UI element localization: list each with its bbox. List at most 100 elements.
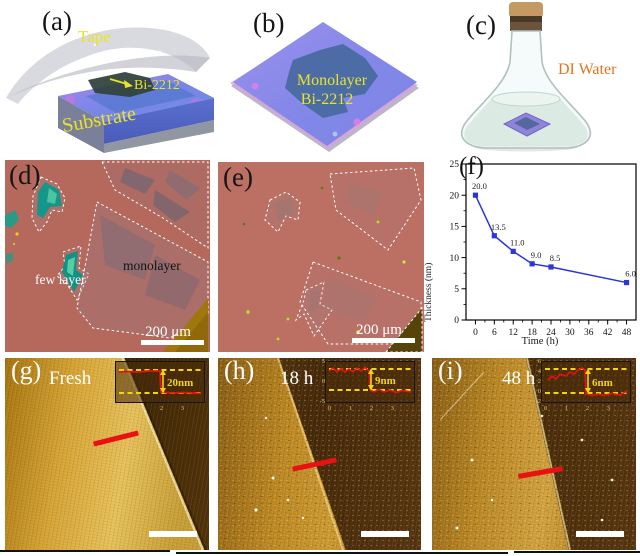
water-surface: [491, 91, 561, 107]
tick-label: 3: [180, 404, 184, 412]
debris-speck: [12, 242, 16, 246]
step-edge-highlight: [277, 358, 344, 550]
height-profile-curve: [547, 367, 628, 397]
plot-frame: [465, 163, 637, 321]
tape-sheet-lower: [6, 55, 210, 98]
x-tick-label: 6: [492, 328, 497, 338]
glow-spot: [353, 118, 361, 126]
monolayer-patch: [153, 190, 190, 222]
data-point-label: 6.0: [625, 269, 636, 279]
panel-b-monolayer-schematic: Monolayer Bi-2212 (b): [215, 0, 430, 153]
tick-label: 0: [321, 377, 325, 385]
tick-label: 1: [138, 404, 143, 412]
cork-band: [510, 22, 542, 31]
scale-bar-text: 200 μm: [356, 322, 402, 338]
tick-label: 0: [118, 404, 122, 412]
tick-label: -5: [319, 397, 325, 405]
faded-flake-outline: [264, 191, 301, 233]
monolayer-annotation: monolayer: [123, 258, 181, 273]
flake-label-line1: Monolayer: [297, 72, 368, 89]
panel-label-b: (b): [253, 8, 285, 38]
data-point-marker: [548, 264, 554, 270]
immersed-sample-flake: [514, 117, 540, 130]
panel-label-e: (e): [223, 162, 253, 192]
monolayer-patch: [100, 215, 155, 280]
scale-bar-text: 200 μm: [145, 324, 191, 340]
glass-highlight: [472, 49, 502, 109]
white-speck: [271, 476, 275, 480]
afm-overlay: [254, 358, 344, 550]
optical-background: [218, 162, 424, 352]
cork-band-dark: [510, 16, 542, 22]
inset-y-ticks: 6 4 2 0 -2: [531, 358, 541, 405]
bottom-rule-left: [0, 550, 170, 552]
arrowhead-up: [368, 368, 374, 374]
x-tick-label: 24: [546, 328, 556, 338]
x-tick-label: 30: [565, 328, 575, 338]
step-edge-highlight: [526, 358, 571, 550]
optical-micrograph-aged: 200 μm: [218, 162, 424, 352]
cork-stopper: [509, 2, 543, 18]
panel-label-h: (h): [224, 358, 255, 385]
tick-label: 10: [108, 358, 116, 365]
x-tick-label: 18: [527, 328, 537, 338]
tick-label: 4: [537, 367, 541, 375]
tape-label: Tape: [78, 27, 111, 46]
data-point-label: 9.0: [531, 250, 542, 260]
monolayer-outline: [329, 167, 422, 251]
glow-spot: [332, 131, 338, 137]
tick-label: 2: [585, 404, 590, 412]
tick-label: 3: [390, 404, 394, 412]
white-speck: [540, 414, 544, 418]
arrowhead-up: [585, 368, 591, 374]
speck: [246, 310, 250, 314]
bi2212-flake: [88, 72, 155, 97]
tick-label: -10: [106, 397, 115, 405]
white-speck: [254, 508, 258, 512]
sparkle: [58, 68, 62, 72]
height-profile-curve: [118, 370, 202, 395]
tick-label: 0: [111, 377, 115, 385]
afm-overlay: [439, 358, 614, 550]
panel-c-flask-schematic: DI Water (c): [430, 0, 640, 153]
x-tick-label: 36: [584, 328, 594, 338]
arrowhead-up: [160, 369, 166, 375]
sparkle: [93, 43, 97, 47]
few-layer-highlight: [47, 188, 57, 204]
tape-sheet-upper: [6, 27, 210, 104]
white-speck: [490, 498, 494, 502]
inset-y-ticks: 5 0 -5: [315, 358, 325, 405]
panel-label-f: (f): [459, 153, 484, 180]
data-point-label: 13.5: [491, 222, 506, 232]
tick-label: 1: [348, 404, 353, 412]
arrowhead-down: [368, 385, 374, 391]
flake-label-line2: Bi-2212: [301, 91, 353, 108]
white-speck: [610, 478, 614, 482]
debris-speck: [15, 232, 19, 236]
speck: [376, 220, 380, 224]
monolayer-patch: [120, 168, 155, 194]
optical-micrograph-fresh: few layer monolayer 200 μm: [5, 160, 210, 352]
speck: [402, 260, 406, 264]
y-tick-label: 25: [450, 160, 460, 170]
x-tick-label: 48: [622, 328, 632, 338]
scale-bar: [576, 531, 624, 537]
tick-label: 6: [537, 358, 541, 365]
monolayer-outline: [299, 261, 422, 345]
data-point-marker: [529, 261, 535, 267]
white-speck: [455, 526, 459, 530]
monolayer-flake: [285, 44, 378, 118]
panel-label-g: (g): [11, 358, 42, 385]
flask-illustration: DI Water: [460, 2, 617, 152]
monolayer-illustration: Monolayer Bi-2212: [230, 22, 419, 152]
monolayer-patch: [145, 255, 200, 310]
step-height-label: 20nm: [167, 377, 193, 389]
data-point-marker: [472, 192, 479, 198]
speck: [337, 256, 341, 260]
white-speck: [264, 416, 268, 420]
